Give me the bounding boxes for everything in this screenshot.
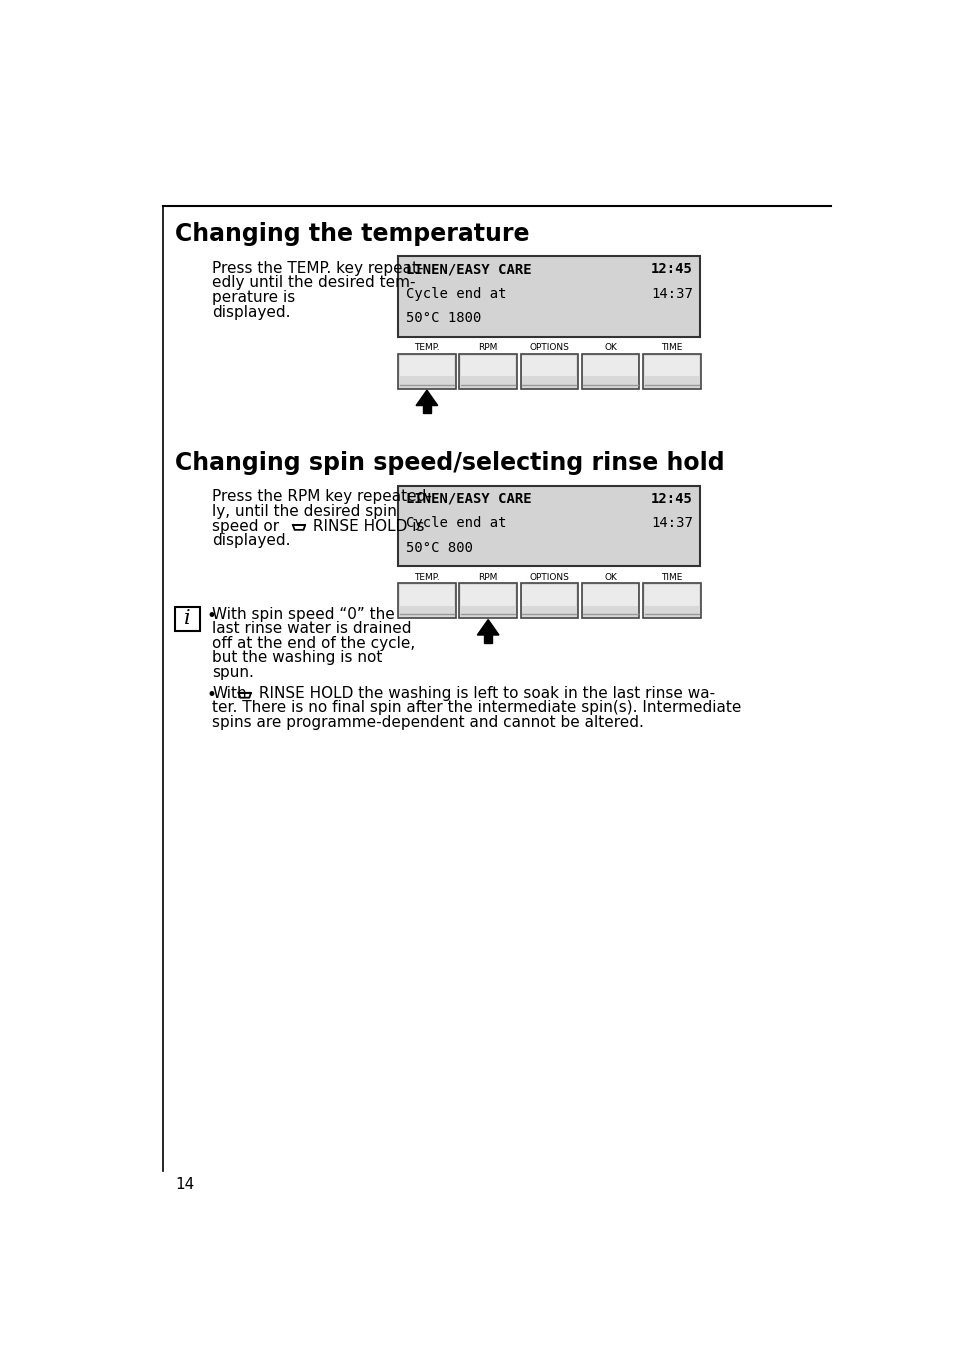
Text: Cycle end at: Cycle end at: [406, 516, 506, 530]
Text: TIME: TIME: [660, 573, 681, 581]
Text: 50°C 1800: 50°C 1800: [406, 311, 481, 326]
Bar: [644, 356, 699, 376]
Bar: [460, 356, 515, 376]
Text: off at the end of the cycle,: off at the end of the cycle,: [212, 635, 416, 650]
Bar: [644, 585, 699, 606]
Bar: [459, 354, 517, 388]
Polygon shape: [476, 619, 498, 635]
Bar: [397, 584, 456, 618]
Text: •: •: [206, 685, 215, 704]
Text: RINSE HOLD the washing is left to soak in the last rinse wa-: RINSE HOLD the washing is left to soak i…: [253, 685, 715, 700]
Text: Cycle end at: Cycle end at: [406, 287, 506, 301]
Bar: [397, 354, 456, 388]
Text: displayed.: displayed.: [212, 534, 291, 549]
Text: 14: 14: [174, 1178, 194, 1192]
Bar: [459, 584, 517, 618]
Text: OK: OK: [603, 573, 617, 581]
Bar: [397, 485, 700, 566]
Text: With: With: [212, 685, 247, 700]
Text: i: i: [184, 610, 191, 629]
Bar: [174, 607, 199, 631]
Bar: [397, 256, 700, 337]
Text: Press the RPM key repeated-: Press the RPM key repeated-: [212, 489, 432, 504]
Text: RPM: RPM: [478, 343, 497, 352]
Bar: [642, 584, 700, 618]
Polygon shape: [422, 406, 431, 414]
Bar: [581, 354, 639, 388]
Text: OPTIONS: OPTIONS: [529, 343, 569, 352]
Bar: [583, 585, 637, 606]
Bar: [521, 356, 576, 376]
Text: Changing spin speed/selecting rinse hold: Changing spin speed/selecting rinse hold: [174, 452, 724, 475]
Text: LINEN/EASY CARE: LINEN/EASY CARE: [406, 262, 531, 276]
Text: RPM: RPM: [478, 573, 497, 581]
Text: spun.: spun.: [212, 665, 253, 680]
Bar: [642, 354, 700, 388]
Bar: [399, 585, 454, 606]
Bar: [520, 354, 578, 388]
Text: 12:45: 12:45: [650, 262, 692, 276]
Text: perature is: perature is: [212, 291, 295, 306]
Text: 50°C 800: 50°C 800: [406, 541, 473, 554]
Bar: [521, 585, 576, 606]
Bar: [520, 584, 578, 618]
Text: 12:45: 12:45: [650, 492, 692, 506]
Text: OPTIONS: OPTIONS: [529, 573, 569, 581]
Text: •: •: [206, 607, 215, 625]
Text: TIME: TIME: [660, 343, 681, 352]
Text: displayed.: displayed.: [212, 304, 291, 319]
Text: but the washing is not: but the washing is not: [212, 650, 382, 665]
Text: 14:37: 14:37: [650, 516, 692, 530]
Bar: [399, 356, 454, 376]
Text: speed or: speed or: [212, 519, 279, 534]
Text: Changing the temperature: Changing the temperature: [174, 222, 529, 246]
Text: spins are programme-dependent and cannot be altered.: spins are programme-dependent and cannot…: [212, 715, 643, 730]
Text: LINEN/EASY CARE: LINEN/EASY CARE: [406, 492, 531, 506]
Text: ter. There is no final spin after the intermediate spin(s). Intermediate: ter. There is no final spin after the in…: [212, 700, 740, 715]
Bar: [460, 585, 515, 606]
Text: TEMP.: TEMP.: [414, 343, 439, 352]
Bar: [583, 356, 637, 376]
Text: 14:37: 14:37: [650, 287, 692, 301]
Text: Press the TEMP. key repeat-: Press the TEMP. key repeat-: [212, 261, 423, 276]
Text: ly, until the desired spin: ly, until the desired spin: [212, 504, 396, 519]
Text: edly until the desired tem-: edly until the desired tem-: [212, 276, 416, 291]
Polygon shape: [484, 635, 492, 642]
Bar: [581, 584, 639, 618]
Text: With spin speed “0” the: With spin speed “0” the: [212, 607, 395, 622]
Text: OK: OK: [603, 343, 617, 352]
Text: last rinse water is drained: last rinse water is drained: [212, 621, 412, 637]
Polygon shape: [416, 391, 437, 406]
Text: RINSE HOLD is: RINSE HOLD is: [308, 519, 424, 534]
Text: TEMP.: TEMP.: [414, 573, 439, 581]
